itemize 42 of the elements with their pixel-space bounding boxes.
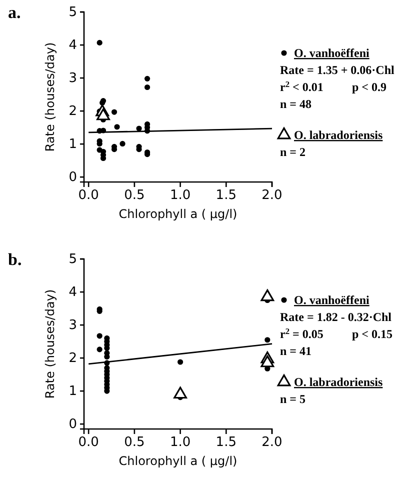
text: n = 48 bbox=[280, 97, 312, 111]
chart-title: a. bbox=[8, 3, 21, 22]
text: Rate = 1.35 + 0.06·Chl bbox=[280, 63, 396, 77]
y-tick-label: 1 bbox=[68, 137, 77, 152]
y-tick-label: 0 bbox=[68, 417, 77, 432]
y-tick-label: 2 bbox=[68, 104, 77, 120]
legend-label: O. vanhoëffeni bbox=[294, 46, 370, 60]
y-tick-label: 3 bbox=[68, 318, 77, 334]
x-tick-label: 1.5 bbox=[216, 435, 236, 450]
y-tick-label: 5 bbox=[68, 252, 77, 268]
text: n = 5 bbox=[280, 392, 306, 406]
x-axis-title: Chlorophyll a ( μg/l) bbox=[118, 454, 238, 468]
text: p < 0.9 bbox=[352, 80, 387, 94]
legend-label: O. vanhoëffeni bbox=[294, 293, 370, 307]
text: r$^{2}$ = 0.05 bbox=[280, 326, 324, 341]
text: n = 2 bbox=[280, 145, 306, 159]
x-tick-label: 0.0 bbox=[78, 435, 99, 450]
x-tick-label: 1.0 bbox=[170, 188, 191, 204]
legend-label: O. labradoriensis bbox=[294, 375, 384, 389]
y-tick-label: 5 bbox=[68, 5, 77, 20]
x-tick-label: 0.5 bbox=[124, 188, 145, 204]
y-tick-label: 3 bbox=[68, 71, 77, 86]
legend-label: O. labradoriensis bbox=[294, 128, 384, 142]
x-tick-label: 0.5 bbox=[124, 435, 145, 450]
text: n = 41 bbox=[280, 344, 312, 358]
y-tick-label: 4 bbox=[68, 285, 77, 300]
chart-title: b. bbox=[8, 250, 22, 269]
y-axis-title: Rate (houses/day) bbox=[43, 42, 57, 152]
text: p < 0.15 bbox=[352, 327, 393, 341]
x-tick-label: 1.5 bbox=[216, 188, 236, 204]
x-tick-label: 1.0 bbox=[170, 435, 191, 450]
y-tick-label: 0 bbox=[68, 170, 77, 186]
x-axis-title: Chlorophyll a ( μg/l) bbox=[118, 207, 238, 221]
y-tick-label: 1 bbox=[68, 384, 77, 400]
x-tick-label: 2.0 bbox=[262, 435, 282, 450]
y-tick-label: 2 bbox=[68, 351, 77, 366]
x-tick-label: 0.0 bbox=[78, 188, 99, 204]
x-tick-label: 2.0 bbox=[262, 188, 282, 204]
y-tick-label: 4 bbox=[68, 38, 77, 54]
y-axis-title: Rate (houses/day) bbox=[43, 289, 57, 399]
text: r$^{2}$ < 0.01 bbox=[280, 80, 324, 94]
text: Rate = 1.82 - 0.32·Chl bbox=[280, 310, 392, 324]
